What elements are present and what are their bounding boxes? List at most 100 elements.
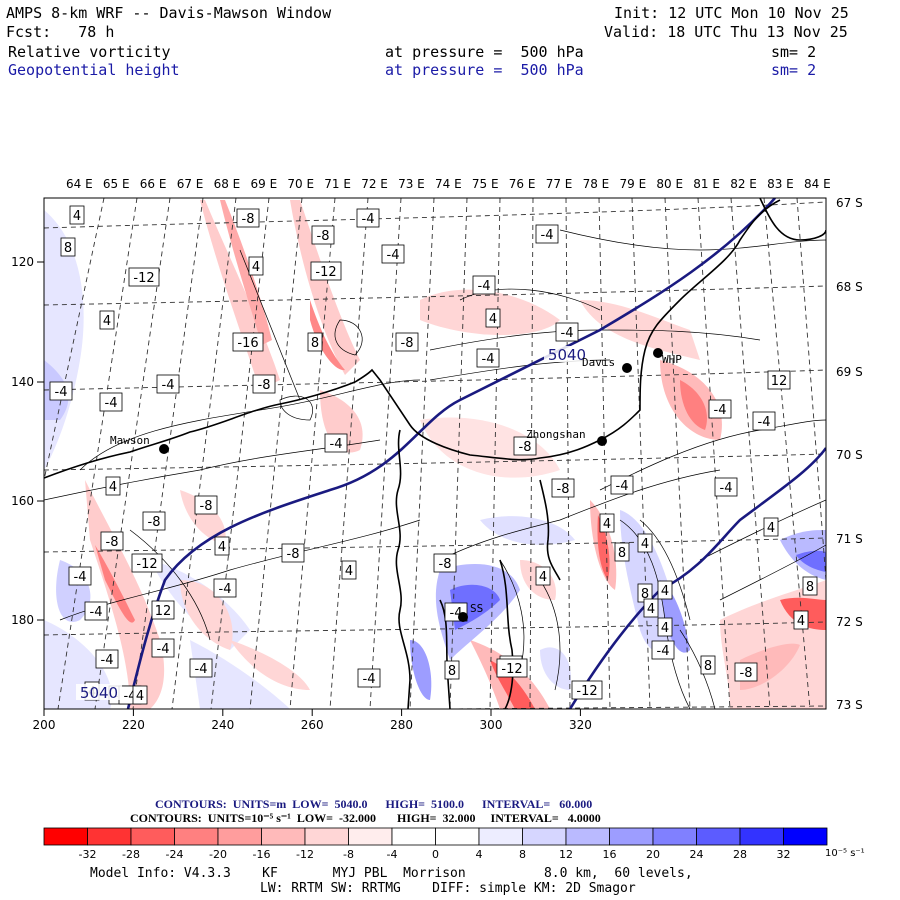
field1-name: Relative vorticity — [8, 43, 171, 61]
vorticity-label-text: -4 — [330, 437, 343, 452]
stations: Mawson Davis WHP Zhongshan SS — [110, 348, 682, 622]
longitude-label: 66 E — [140, 177, 167, 191]
vorticity-label: -8 — [513, 436, 537, 456]
x-axis: 200 220 240 260 280 300 320 — [33, 709, 592, 732]
vorticity-label-text: 8 — [641, 587, 649, 602]
latitude-label: 67 S — [836, 196, 863, 210]
latitude-label: 73 S — [836, 698, 863, 712]
vorticity-label: -4 — [535, 224, 559, 244]
longitude-label: 69 E — [251, 177, 278, 191]
vorticity-label: -4 — [156, 374, 180, 394]
vorticity-label: 8 — [307, 332, 323, 352]
vorticity-label: 8 — [614, 542, 630, 562]
vorticity-label-text: -4 — [105, 396, 118, 411]
vorticity-label: -4 — [357, 668, 381, 688]
vorticity-label-text: -8 — [439, 557, 452, 572]
vorticity-label: 8 — [802, 576, 818, 596]
colorbar-swatch — [478, 827, 523, 846]
vorticity-label-text: -12 — [576, 684, 597, 699]
vorticity-label-text: -4 — [55, 385, 68, 400]
vorticity-label-text: 4 — [647, 602, 655, 617]
vorticity-label-text: 4 — [489, 312, 497, 327]
colorbar-swatch — [174, 827, 219, 846]
vorticity-label: 4 — [657, 580, 673, 600]
colorbar-swatch — [348, 827, 393, 846]
vorticity-label: -16 — [232, 332, 264, 352]
vorticity-label-text: -4 — [478, 279, 491, 294]
vorticity-label-text: 12 — [155, 604, 172, 619]
longitude-label: 80 E — [656, 177, 683, 191]
vorticity-label-text: -4 — [157, 642, 170, 657]
vorticity-labels: 4 -8 -48-8 -4-44-12 -12-44-448 -8-16-4-4 -8-4-… — [49, 205, 818, 705]
latitude-label: 71 S — [836, 532, 863, 546]
colorbar-label: 4 — [476, 848, 483, 861]
vorticity-label: -4 — [356, 208, 380, 228]
vorticity-label-text: -8 — [519, 440, 532, 455]
longitude-label: 76 E — [509, 177, 536, 191]
vorticity-label-text: -4 — [657, 644, 670, 659]
vorticity-label-text: -4 — [714, 403, 727, 418]
y-tick-label: 120 — [11, 255, 34, 269]
vorticity-label: 8 — [444, 660, 460, 680]
vorticity-label: -4 — [324, 433, 348, 453]
vorticity-label: -4 — [381, 244, 405, 264]
vorticity-label-text: -12 — [315, 265, 336, 280]
vorticity-label: -12 — [128, 267, 160, 287]
longitude-label: 67 E — [177, 177, 204, 191]
vorticity-label: -4 — [708, 399, 732, 419]
vorticity-label: -8 — [281, 543, 305, 563]
vorticity-label: -4 — [49, 381, 73, 401]
colorbar-label: -24 — [166, 848, 184, 861]
vorticity-label: 4 — [99, 310, 115, 330]
vorticity-label: 4 — [485, 308, 501, 328]
longitude-label: 65 E — [103, 177, 130, 191]
y-axis: 120 140 160 180 — [11, 255, 44, 627]
lat-lon-grid — [44, 198, 826, 709]
vorticity-label: 4 — [248, 256, 264, 276]
colorbar-swatch — [522, 827, 567, 846]
colorbar-label: 12 — [559, 848, 573, 861]
station-name: Davis — [582, 356, 615, 369]
vorticity-label: -8 — [142, 511, 166, 531]
vorticity-label-text: -8 — [317, 229, 330, 244]
vorticity-label: 4 — [599, 513, 615, 533]
colorbar-label: 28 — [733, 848, 747, 861]
height-label: 5040 — [76, 684, 122, 702]
vorticity-label-text: 4 — [103, 314, 111, 329]
vorticity-label: 4 — [657, 617, 673, 637]
model-info-physics: LW: RRTM SW: RRTMG DIFF: simple KM: 2D S… — [260, 881, 636, 896]
vorticity-label: -8 — [551, 478, 575, 498]
coastline — [44, 198, 826, 709]
station-marker: Mawson — [110, 434, 169, 454]
vorticity-label-text: -4 — [616, 479, 629, 494]
map-frame — [43, 197, 827, 710]
height-label-text: 5040 — [80, 684, 118, 702]
latitude-label: 68 S — [836, 280, 863, 294]
longitude-label: 68 E — [214, 177, 241, 191]
vorticity-label-text: 4 — [252, 260, 260, 275]
colorbar-swatch — [217, 827, 262, 846]
colorbar-swatch — [261, 827, 306, 846]
vorticity-label: -12 — [496, 658, 528, 678]
vorticity-label-text: 4 — [603, 517, 611, 532]
vorticity-label: 4 — [793, 610, 809, 630]
longitude-label: 84 E — [804, 177, 831, 191]
vorticity-label: -8 — [100, 531, 124, 551]
colorbar-label: 20 — [646, 848, 660, 861]
vorticity-label-text: 8 — [618, 546, 626, 561]
vorticity-label-text: -4 — [758, 415, 771, 430]
vorticity-label: -4 — [555, 322, 579, 342]
height-label: 5040 — [544, 346, 590, 364]
vorticity-label-text: -16 — [237, 336, 258, 351]
colorbar-label: -4 — [387, 848, 398, 861]
vorticity-label-text: 4 — [767, 521, 775, 536]
longitude-label: 79 E — [620, 177, 647, 191]
vorticity-label: 12 — [151, 600, 175, 620]
vorticity-label: -8 — [433, 553, 457, 573]
colorbar-label: -28 — [122, 848, 140, 861]
x-tick-label: 320 — [569, 718, 592, 732]
vorticity-label: -4 — [213, 578, 237, 598]
vorticity-label-text: 4 — [539, 570, 547, 585]
vorticity-label: 4 — [69, 205, 85, 225]
